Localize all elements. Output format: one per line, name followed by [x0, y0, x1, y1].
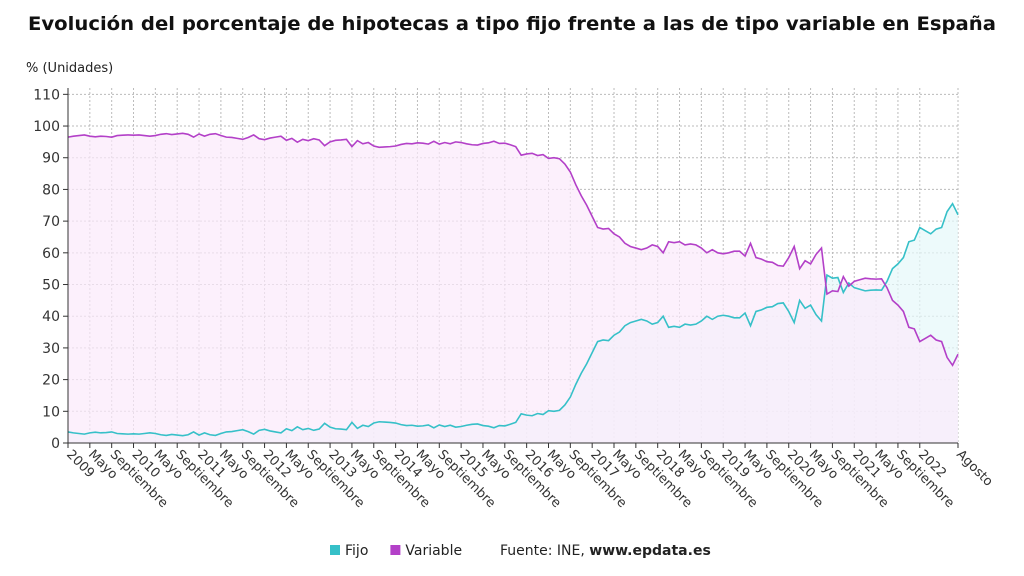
- y-tick-label: 80: [42, 182, 60, 198]
- chart-title: Evolución del porcentaje de hipotecas a …: [28, 13, 996, 35]
- y-tick-label: 60: [42, 246, 60, 262]
- y-tick-label: 100: [33, 119, 60, 135]
- y-tick-label: 110: [33, 87, 60, 103]
- legend-swatch: [330, 545, 340, 555]
- legend: Fijo Variable: [330, 543, 462, 559]
- y-tick-label: 30: [42, 341, 60, 357]
- legend-swatch: [390, 545, 401, 555]
- y-tick-label: 70: [42, 214, 60, 230]
- source-label: Fuente: INE,: [500, 543, 585, 559]
- y-tick-label: 10: [42, 404, 60, 420]
- y-tick-label: 90: [42, 151, 60, 167]
- source: Fuente: INE, www.epdata.es: [500, 543, 711, 559]
- y-tick-label: 50: [42, 278, 60, 294]
- y-tick-label: 40: [42, 309, 60, 325]
- y-axis-label: % (Unidades): [26, 61, 113, 76]
- x-tick-label: Agosto: [953, 447, 995, 489]
- area: [68, 133, 958, 443]
- legend-label: Variable: [405, 543, 462, 559]
- line: [67, 202, 959, 437]
- source-site: www.epdata.es: [589, 543, 711, 559]
- y-tick-label: 20: [42, 373, 60, 389]
- y-tick-label: 0: [51, 436, 60, 452]
- line: [67, 132, 959, 367]
- legend-label: Fijo: [345, 543, 368, 559]
